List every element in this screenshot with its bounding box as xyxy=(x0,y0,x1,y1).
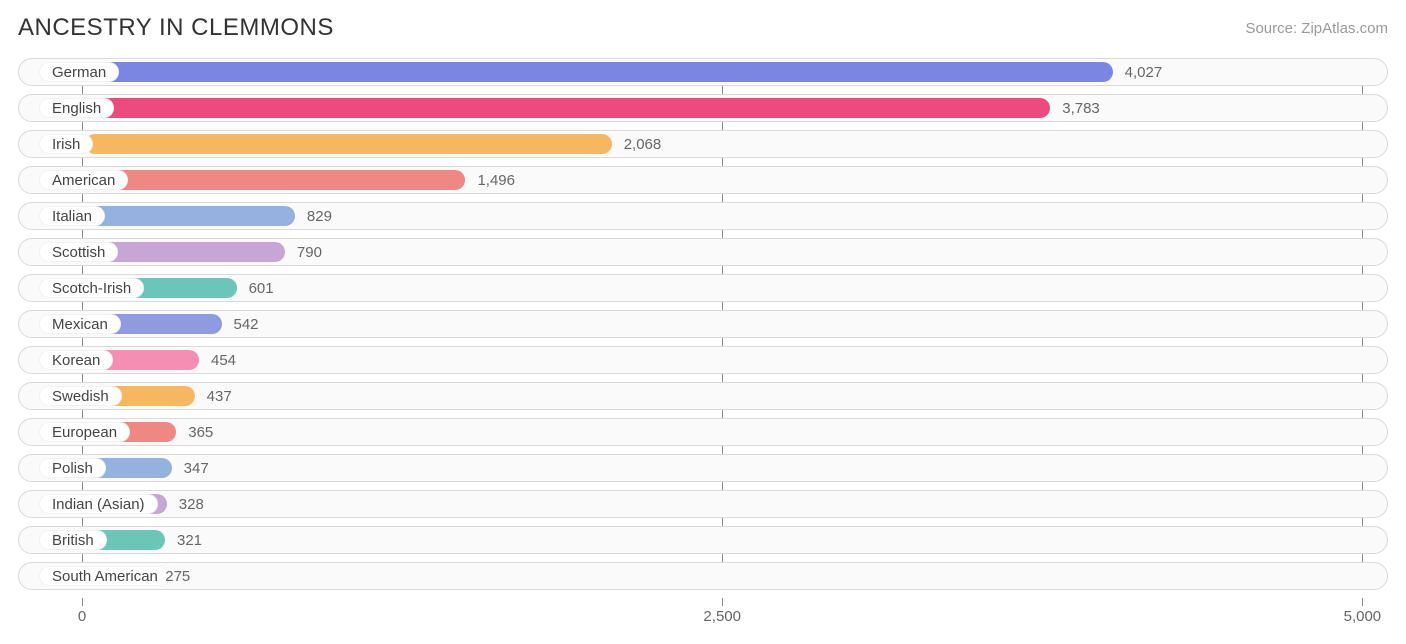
bar-row: South American275 xyxy=(18,562,1388,590)
category-pill: English xyxy=(39,98,114,118)
tick-mark xyxy=(82,598,83,606)
bar-row: Swedish 437 xyxy=(18,382,1388,410)
value-label: 601 xyxy=(249,275,274,301)
category-pill: Indian (Asian) xyxy=(39,494,158,514)
bar-row: Korean 454 xyxy=(18,346,1388,374)
bar-row: English 3,783 xyxy=(18,94,1388,122)
category-pill: Mexican xyxy=(39,314,121,334)
bar-row: Scottish 790 xyxy=(18,238,1388,266)
chart-title: ANCESTRY IN CLEMMONS xyxy=(18,14,334,42)
bar-fill xyxy=(85,62,1113,82)
tick-label: 0 xyxy=(78,608,86,625)
chart-source: Source: ZipAtlas.com xyxy=(1245,20,1388,37)
value-label: 365 xyxy=(188,419,213,445)
chart-container: ANCESTRY IN CLEMMONS Source: ZipAtlas.co… xyxy=(0,0,1406,644)
bar-row: Scotch-Irish 601 xyxy=(18,274,1388,302)
value-label: 437 xyxy=(207,383,232,409)
category-pill: Polish xyxy=(39,458,106,478)
value-label: 829 xyxy=(307,203,332,229)
category-pill: Swedish xyxy=(39,386,122,406)
category-pill: Italian xyxy=(39,206,105,226)
category-pill: Irish xyxy=(39,134,93,154)
category-pill: Korean xyxy=(39,350,113,370)
value-label: 2,068 xyxy=(624,131,662,157)
bar-row: American 1,496 xyxy=(18,166,1388,194)
value-label: 328 xyxy=(179,491,204,517)
tick-mark xyxy=(722,598,723,606)
value-label: 4,027 xyxy=(1125,59,1163,85)
bar-fill xyxy=(85,206,295,226)
bar-row: European 365 xyxy=(18,418,1388,446)
category-pill: British xyxy=(39,530,107,550)
value-label: 542 xyxy=(234,311,259,337)
value-label: 3,783 xyxy=(1062,95,1100,121)
bar-row: Polish 347 xyxy=(18,454,1388,482)
category-pill: American xyxy=(39,170,128,190)
bar-row: Indian (Asian) 328 xyxy=(18,490,1388,518)
value-label: 454 xyxy=(211,347,236,373)
bar-fill xyxy=(85,98,1050,118)
value-label: 347 xyxy=(184,455,209,481)
category-pill: German xyxy=(39,62,119,82)
value-label: 321 xyxy=(177,527,202,553)
chart-header: ANCESTRY IN CLEMMONS Source: ZipAtlas.co… xyxy=(18,14,1388,42)
bar-row: Mexican 542 xyxy=(18,310,1388,338)
bar-row: Irish 2,068 xyxy=(18,130,1388,158)
tick-mark xyxy=(1362,598,1363,606)
value-label: 790 xyxy=(297,239,322,265)
bar-row: Italian 829 xyxy=(18,202,1388,230)
bar-fill xyxy=(85,134,612,154)
category-pill: Scotch-Irish xyxy=(39,278,144,298)
category-pill: South American xyxy=(39,566,171,586)
x-axis: 0 2,500 5,000 xyxy=(18,598,1388,628)
tick-label: 2,500 xyxy=(703,608,741,625)
chart-plot-area: German 4,027 English 3,783 Irish 2,068 America… xyxy=(18,58,1388,590)
bar-row: British 321 xyxy=(18,526,1388,554)
value-label: 1,496 xyxy=(477,167,515,193)
value-label: 275 xyxy=(165,563,190,589)
tick-label: 5,000 xyxy=(1344,608,1382,625)
bar-row: German 4,027 xyxy=(18,58,1388,86)
category-pill: European xyxy=(39,422,130,442)
category-pill: Scottish xyxy=(39,242,118,262)
bar-fill xyxy=(85,170,465,190)
